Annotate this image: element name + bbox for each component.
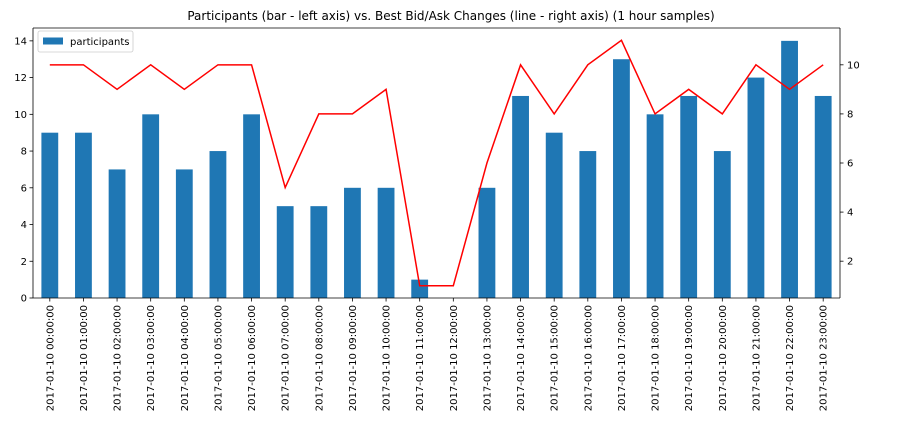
x-tick-label: 2017-01-10 10:00:00 — [382, 305, 393, 411]
bar — [209, 151, 227, 298]
x-tick-label: 2017-01-10 03:00:00 — [146, 305, 157, 411]
y2-tick-label: 6 — [847, 159, 853, 170]
x-tick-label: 2017-01-10 21:00:00 — [751, 305, 762, 411]
bar — [680, 95, 698, 299]
x-axis: 2017-01-10 00:00:00 2017-01-10 01:00:00 20… — [45, 298, 830, 411]
line-series — [49, 39, 824, 287]
x-tick-label: 2017-01-10 13:00:00 — [482, 305, 493, 411]
legend-box — [37, 30, 134, 53]
x-tick-label: 2017-01-10 19:00:00 — [684, 305, 695, 411]
y2-tick-label: 8 — [847, 109, 853, 120]
y-tick-label: 6 — [21, 183, 27, 194]
left-y-axis: 0 2 4 6 8 10 12 14 — [14, 36, 33, 305]
x-tick-label: 2017-01-10 04:00:00 — [180, 305, 191, 411]
x-tick-label: 2017-01-10 05:00:00 — [213, 305, 224, 411]
chart-title: Participants (bar - left axis) vs. Best … — [187, 9, 714, 23]
bar — [276, 206, 294, 298]
x-tick-label: 2017-01-10 14:00:00 — [516, 305, 527, 411]
bar — [75, 132, 92, 298]
y2-tick-label: 10 — [847, 60, 860, 71]
x-tick-label: 2017-01-10 09:00:00 — [348, 305, 359, 411]
legend-label: participants — [70, 37, 130, 48]
bar — [545, 132, 563, 298]
bar — [747, 77, 765, 298]
bar — [411, 279, 429, 298]
bar — [781, 40, 798, 299]
x-tick-label: 2017-01-10 17:00:00 — [617, 305, 628, 411]
x-tick-label: 2017-01-10 15:00:00 — [550, 305, 561, 411]
x-tick-label: 2017-01-10 06:00:00 — [247, 305, 258, 411]
x-tick-label: 2017-01-10 02:00:00 — [113, 305, 124, 411]
y2-tick-label: 2 — [847, 257, 853, 268]
x-tick-label: 2017-01-10 16:00:00 — [583, 305, 594, 411]
y-tick-label: 2 — [21, 257, 27, 268]
bar — [41, 132, 59, 298]
y-tick-label: 14 — [14, 36, 27, 47]
bar — [713, 151, 731, 298]
bar — [646, 114, 664, 298]
legend: participants — [37, 30, 134, 53]
y-tick-label: 4 — [21, 220, 27, 231]
bar — [243, 114, 260, 298]
x-tick-label: 2017-01-10 07:00:00 — [281, 305, 292, 411]
bar — [142, 114, 160, 298]
bar — [175, 169, 193, 298]
x-tick-label: 2017-01-10 08:00:00 — [314, 305, 325, 411]
bar — [512, 95, 529, 299]
x-tick-label: 2017-01-10 01:00:00 — [79, 305, 90, 411]
x-tick-label: 2017-01-10 22:00:00 — [785, 305, 796, 411]
y2-tick-label: 4 — [847, 208, 853, 219]
bar — [478, 187, 496, 298]
x-tick-label: 2017-01-10 20:00:00 — [718, 305, 729, 411]
bar — [377, 187, 395, 298]
bar-series — [41, 40, 832, 299]
x-tick-label: 2017-01-10 00:00:00 — [45, 305, 56, 411]
x-tick-label: 2017-01-10 23:00:00 — [819, 305, 830, 411]
x-tick-label: 2017-01-10 11:00:00 — [415, 305, 426, 411]
bar — [613, 59, 630, 298]
x-tick-label: 2017-01-10 12:00:00 — [449, 305, 460, 411]
x-tick-label: 2017-01-10 18:00:00 — [651, 305, 662, 411]
bar — [108, 169, 126, 298]
y-tick-label: 8 — [21, 147, 27, 158]
y-tick-label: 12 — [14, 73, 27, 84]
bar — [579, 151, 597, 298]
y-tick-label: 0 — [21, 294, 27, 305]
bar — [344, 187, 361, 298]
bar — [310, 206, 328, 298]
legend-swatch — [43, 37, 63, 45]
right-y-axis: 2 4 6 8 10 — [840, 60, 860, 268]
y-tick-label: 10 — [14, 110, 27, 121]
bar — [814, 95, 832, 299]
